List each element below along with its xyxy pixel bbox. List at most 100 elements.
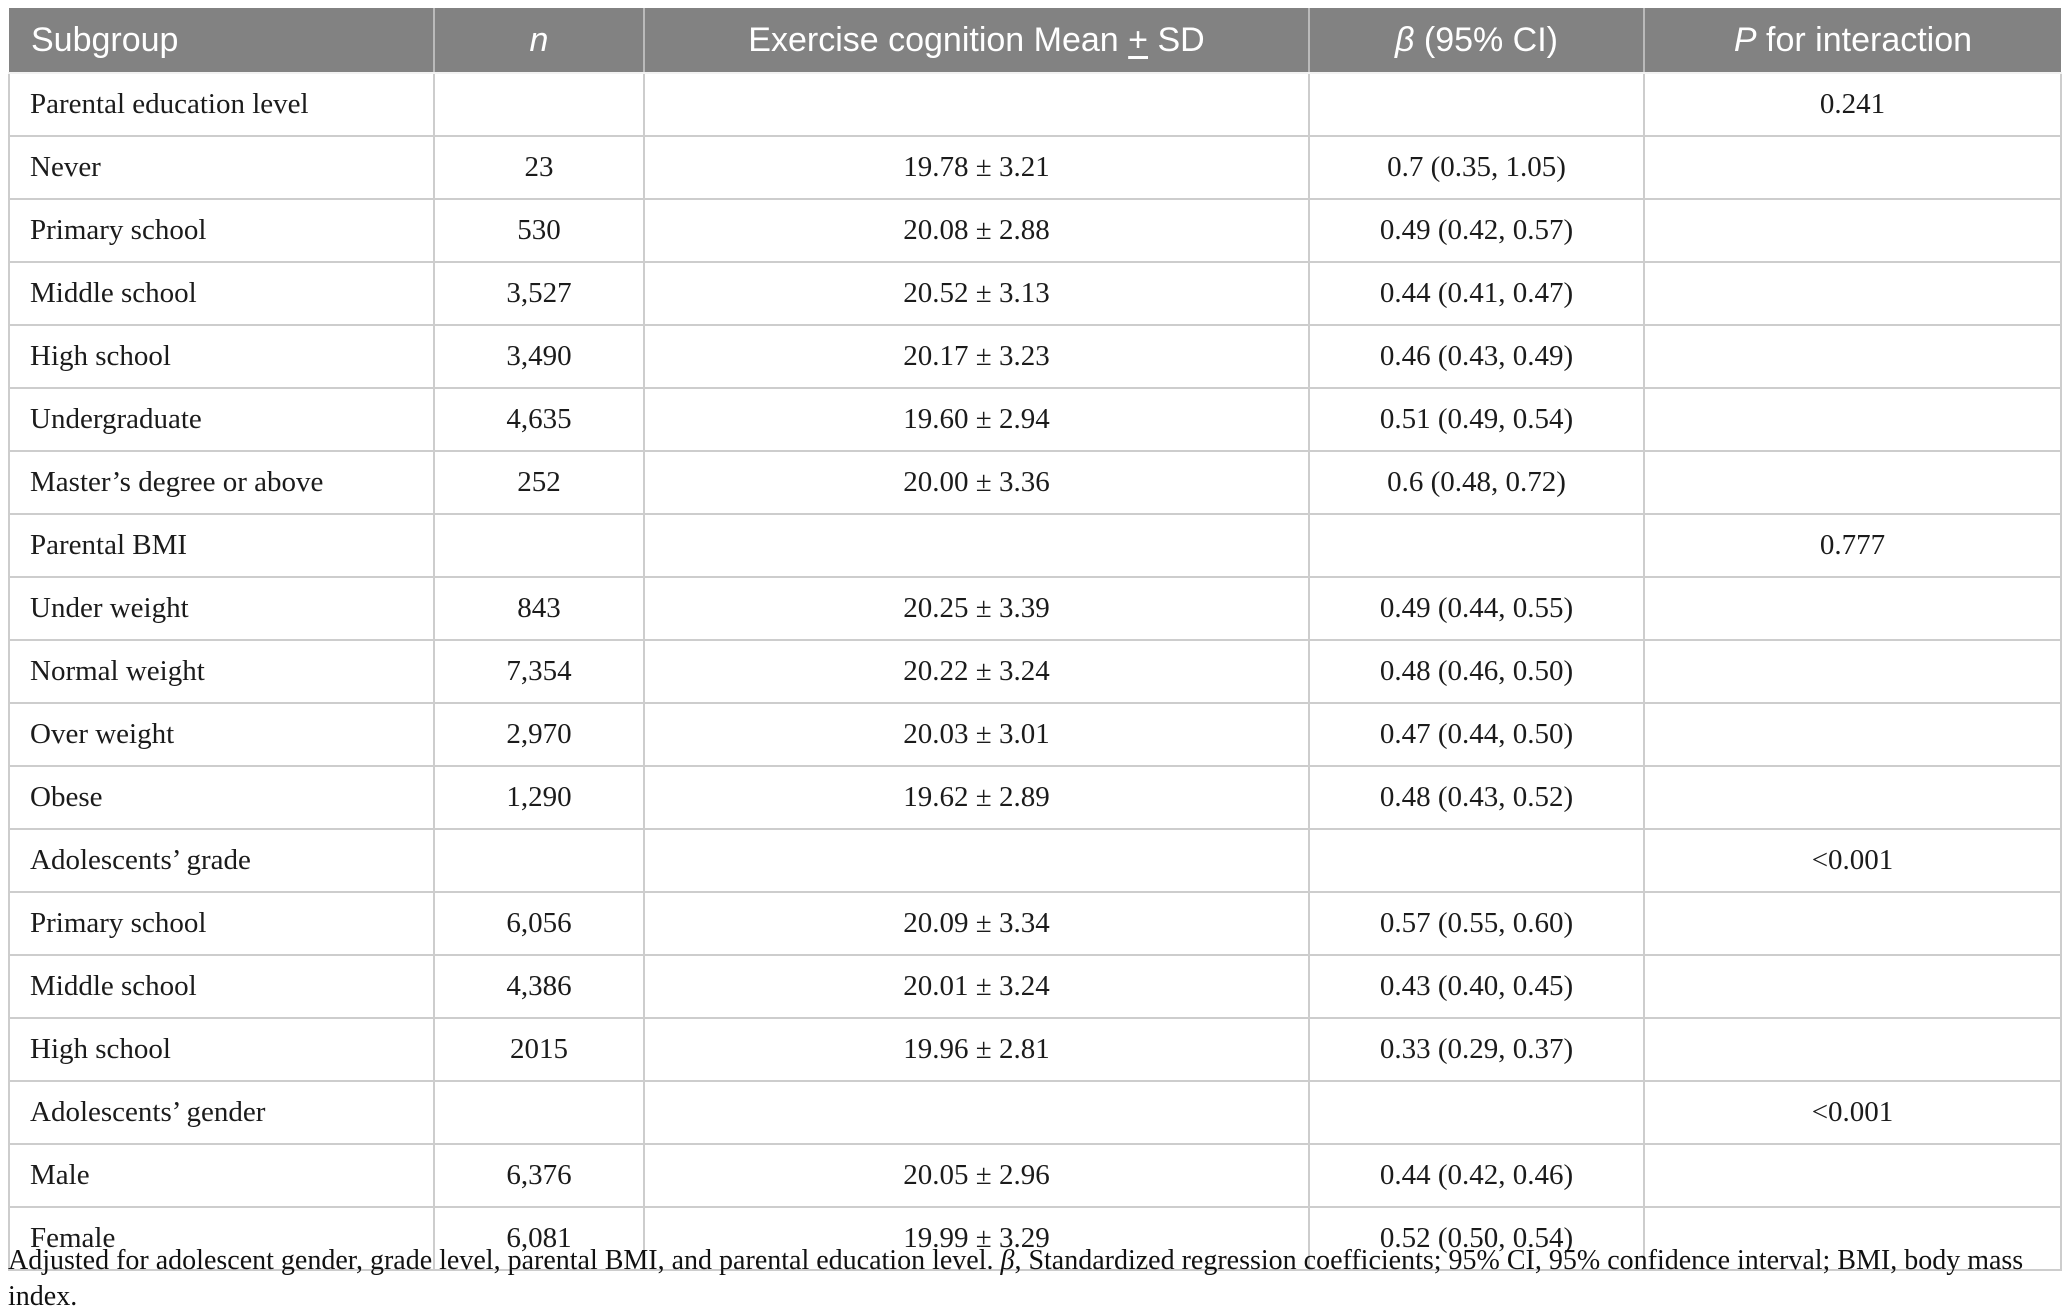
- table-row: Never 23 19.78 ± 3.21 0.7 (0.35, 1.05): [8, 135, 2062, 200]
- header-beta-rest: (95% CI): [1414, 20, 1559, 59]
- mean-sd-cell: 20.03 ± 3.01: [643, 702, 1310, 767]
- table-row: Female 6,081 19.99 ± 3.29 0.52 (0.50, 0.54): [8, 1206, 2062, 1271]
- beta-ci-cell: 0.44 (0.42, 0.46): [1308, 1143, 1645, 1208]
- table-row: High school 3,490 20.17 ± 3.23 0.46 (0.43, …: [8, 324, 2062, 389]
- mean-sd-cell: [643, 1080, 1310, 1145]
- header-subgroup-label: Subgroup: [31, 20, 179, 59]
- p-interaction-cell: [1643, 639, 2062, 704]
- n-cell: [433, 513, 645, 578]
- beta-ci-cell: 0.6 (0.48, 0.72): [1308, 450, 1645, 515]
- subgroup-cell: Adolescents’ grade: [8, 828, 435, 893]
- subgroup-cell: Primary school: [8, 198, 435, 263]
- beta-ci-cell: 0.47 (0.44, 0.50): [1308, 702, 1645, 767]
- n-cell: 3,527: [433, 261, 645, 326]
- subgroup-cell: Adolescents’ gender: [8, 1080, 435, 1145]
- p-interaction-cell: 0.777: [1643, 513, 2062, 578]
- header-n: n: [434, 8, 645, 74]
- beta-ci-cell: [1308, 72, 1645, 137]
- table-row: High school 2015 19.96 ± 2.81 0.33 (0.29, 0…: [8, 1017, 2062, 1082]
- beta-ci-cell: 0.46 (0.43, 0.49): [1308, 324, 1645, 389]
- n-cell: [433, 1080, 645, 1145]
- n-cell: 252: [433, 450, 645, 515]
- p-interaction-cell: 0.241: [1643, 72, 2062, 137]
- mean-sd-cell: 19.96 ± 2.81: [643, 1017, 1310, 1082]
- n-cell: [433, 828, 645, 893]
- p-interaction-cell: [1643, 261, 2062, 326]
- header-n-label: n: [529, 20, 549, 59]
- mean-sd-cell: 19.62 ± 2.89: [643, 765, 1310, 830]
- p-interaction-cell: [1643, 576, 2062, 641]
- n-cell: 6,056: [433, 891, 645, 956]
- table-row: Male 6,376 20.05 ± 2.96 0.44 (0.42, 0.46): [8, 1143, 2062, 1208]
- mean-sd-cell: 20.22 ± 3.24: [643, 639, 1310, 704]
- n-cell: 4,386: [433, 954, 645, 1019]
- mean-sd-cell: [643, 513, 1310, 578]
- header-mean-pre: Exercise cognition Mean: [748, 20, 1129, 59]
- beta-ci-cell: 0.52 (0.50, 0.54): [1308, 1206, 1645, 1271]
- p-interaction-cell: [1643, 702, 2062, 767]
- n-cell: 843: [433, 576, 645, 641]
- n-cell: 2,970: [433, 702, 645, 767]
- beta-ci-cell: [1308, 513, 1645, 578]
- table-footnote: Adjusted for adolescent gender, grade le…: [8, 1243, 2060, 1316]
- n-cell: 530: [433, 198, 645, 263]
- subgroup-cell: Primary school: [8, 891, 435, 956]
- mean-sd-cell: [643, 72, 1310, 137]
- subgroup-cell: Male: [8, 1143, 435, 1208]
- header-beta-ci: β (95% CI): [1309, 8, 1645, 74]
- p-interaction-cell: [1643, 954, 2062, 1019]
- mean-sd-cell: 19.99 ± 3.29: [643, 1206, 1310, 1271]
- n-cell: 2015: [433, 1017, 645, 1082]
- beta-ci-cell: 0.57 (0.55, 0.60): [1308, 891, 1645, 956]
- subgroup-cell: Never: [8, 135, 435, 200]
- mean-sd-cell: 20.09 ± 3.34: [643, 891, 1310, 956]
- header-mean-sd: Exercise cognition Mean + SD: [644, 8, 1310, 74]
- table-row: Primary school 6,056 20.09 ± 3.34 0.57 (0.5…: [8, 891, 2062, 956]
- table-row: Middle school 4,386 20.01 ± 3.24 0.43 (0.40…: [8, 954, 2062, 1019]
- category-row: Parental BMI 0.777: [8, 513, 2062, 578]
- mean-sd-cell: 19.60 ± 2.94: [643, 387, 1310, 452]
- footnote-beta-symbol: β: [1000, 1245, 1015, 1276]
- subgroup-cell: Obese: [8, 765, 435, 830]
- table-row: Obese 1,290 19.62 ± 2.89 0.48 (0.43, 0.52): [8, 765, 2062, 830]
- mean-sd-cell: [643, 828, 1310, 893]
- p-interaction-cell: [1643, 450, 2062, 515]
- beta-ci-cell: 0.7 (0.35, 1.05): [1308, 135, 1645, 200]
- table-header: Subgroup n Exercise cognition Mean + SD …: [9, 8, 2061, 74]
- beta-ci-cell: 0.49 (0.42, 0.57): [1308, 198, 1645, 263]
- header-mean-post: SD: [1148, 20, 1205, 59]
- p-interaction-cell: [1643, 198, 2062, 263]
- footnote-pre: Adjusted for adolescent gender, grade le…: [8, 1245, 1001, 1276]
- beta-ci-cell: 0.49 (0.44, 0.55): [1308, 576, 1645, 641]
- p-interaction-cell: [1643, 1143, 2062, 1208]
- table-row: Undergraduate 4,635 19.60 ± 2.94 0.51 (0.49…: [8, 387, 2062, 452]
- table-body: Parental education level 0.241 Never 23 19.7…: [8, 72, 2062, 1271]
- subgroup-cell: Over weight: [8, 702, 435, 767]
- beta-ci-cell: 0.33 (0.29, 0.37): [1308, 1017, 1645, 1082]
- header-p-rest: for interaction: [1756, 20, 1973, 59]
- n-cell: 6,081: [433, 1206, 645, 1271]
- p-interaction-cell: [1643, 891, 2062, 956]
- header-p-interaction: P for interaction: [1644, 8, 2061, 74]
- plus-minus-symbol: +: [1128, 20, 1149, 59]
- subgroup-analysis-table: Subgroup n Exercise cognition Mean + SD …: [8, 8, 2062, 1271]
- header-subgroup: Subgroup: [9, 8, 435, 74]
- p-interaction-cell: <0.001: [1643, 828, 2062, 893]
- subgroup-cell: High school: [8, 324, 435, 389]
- subgroup-cell: High school: [8, 1017, 435, 1082]
- p-interaction-cell: <0.001: [1643, 1080, 2062, 1145]
- beta-ci-cell: 0.51 (0.49, 0.54): [1308, 387, 1645, 452]
- beta-ci-cell: [1308, 1080, 1645, 1145]
- table-row: Primary school 530 20.08 ± 2.88 0.49 (0.42,…: [8, 198, 2062, 263]
- category-row: Adolescents’ gender <0.001: [8, 1080, 2062, 1145]
- beta-ci-cell: [1308, 828, 1645, 893]
- p-interaction-cell: [1643, 765, 2062, 830]
- category-row: Parental education level 0.241: [8, 72, 2062, 137]
- subgroup-cell: Parental BMI: [8, 513, 435, 578]
- mean-sd-cell: 20.17 ± 3.23: [643, 324, 1310, 389]
- table-row: Master’s degree or above 252 20.00 ± 3.36 0…: [8, 450, 2062, 515]
- table-row: Middle school 3,527 20.52 ± 3.13 0.44 (0.41…: [8, 261, 2062, 326]
- subgroup-cell: Master’s degree or above: [8, 450, 435, 515]
- subgroup-cell: Under weight: [8, 576, 435, 641]
- subgroup-cell: Middle school: [8, 954, 435, 1019]
